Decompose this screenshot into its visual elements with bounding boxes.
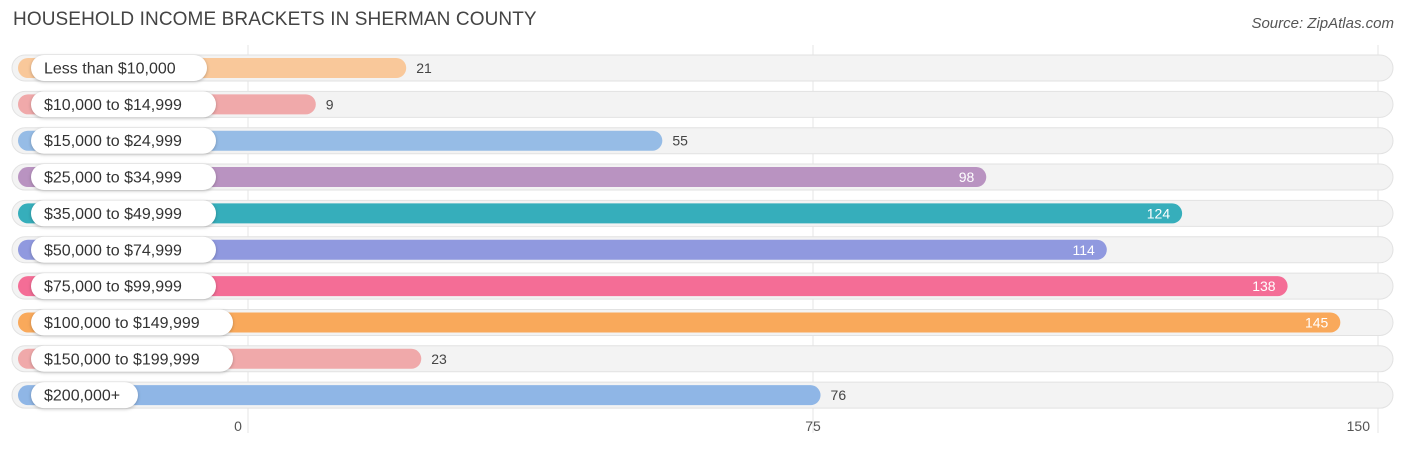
x-tick-label: 75 [805,418,821,434]
category-label-pill [31,309,233,336]
source-credit: Source: ZipAtlas.com [1251,15,1394,32]
x-tick-label: 0 [234,418,242,434]
category-label-pill [31,345,233,372]
category-label: Less than $10,000 [44,61,176,78]
value-label: 98 [959,169,975,185]
value-label: 145 [1305,314,1329,330]
category-label-pill [31,55,207,81]
value-label: 23 [431,351,447,367]
bar [18,167,987,188]
category-label: $75,000 to $99,999 [44,279,182,296]
bar [18,312,1341,333]
value-label: 55 [672,133,688,149]
category-label-pill [31,164,216,191]
value-label: 9 [326,96,334,112]
bar [18,276,1288,297]
category-label-pill [31,200,216,227]
chart-title: HOUSEHOLD INCOME BRACKETS IN SHERMAN COU… [13,9,537,30]
value-label: 76 [831,387,847,403]
category-label: $10,000 to $14,999 [44,97,182,114]
value-label: 138 [1252,278,1276,294]
category-label: $50,000 to $74,999 [44,242,182,259]
value-label: 114 [1072,242,1095,258]
category-label-pill [31,382,138,409]
category-label: $35,000 to $49,999 [44,206,182,223]
bar-track [11,90,1394,118]
value-label: 124 [1147,205,1171,221]
category-label-pill [31,236,216,263]
category-label-pill [31,91,216,118]
category-label: $100,000 to $149,999 [44,315,200,332]
category-label: $150,000 to $199,999 [44,351,200,368]
category-label: $15,000 to $24,999 [44,133,182,150]
x-tick-label: 150 [1347,418,1371,434]
category-label: $200,000+ [44,388,120,405]
category-label-pill [31,127,216,154]
category-label: $25,000 to $34,999 [44,170,182,187]
category-label-pill [31,273,216,300]
bar [18,385,821,406]
bar [18,239,1107,260]
bar [18,203,1183,224]
value-label: 21 [416,60,432,76]
